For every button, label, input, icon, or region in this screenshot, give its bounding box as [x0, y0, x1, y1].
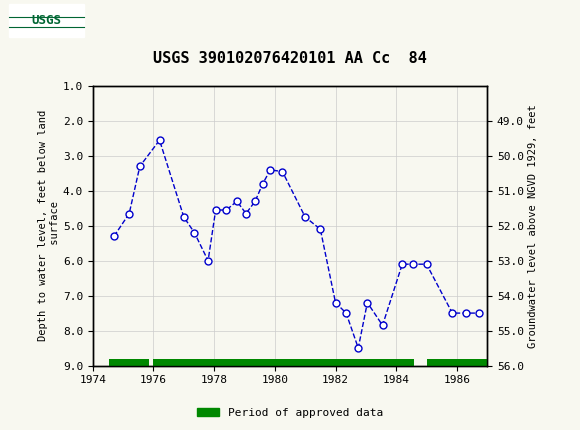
Y-axis label: Groundwater level above NGVD 1929, feet: Groundwater level above NGVD 1929, feet — [528, 104, 538, 347]
Text: USGS 390102076420101 AA Cc  84: USGS 390102076420101 AA Cc 84 — [153, 51, 427, 65]
Legend: Period of approved data: Period of approved data — [193, 403, 387, 422]
Text: USGS: USGS — [31, 14, 61, 27]
FancyBboxPatch shape — [9, 4, 84, 37]
Y-axis label: Depth to water level, feet below land
 surface: Depth to water level, feet below land su… — [38, 110, 60, 341]
